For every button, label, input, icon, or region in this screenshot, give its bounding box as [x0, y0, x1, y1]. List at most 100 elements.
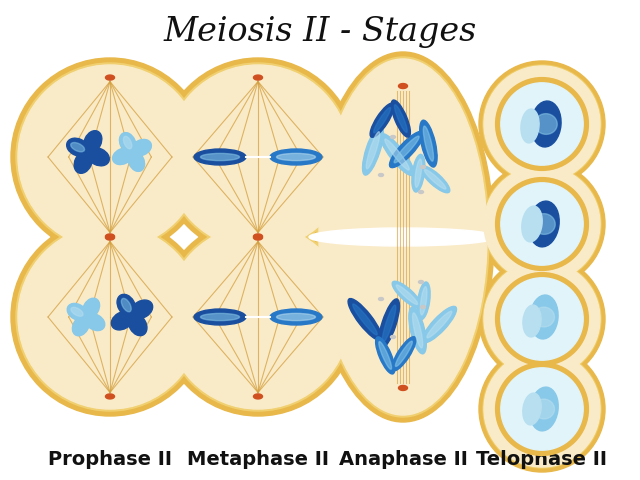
Ellipse shape	[379, 342, 392, 370]
Ellipse shape	[529, 202, 559, 247]
Ellipse shape	[396, 286, 418, 305]
Ellipse shape	[535, 114, 557, 135]
Ellipse shape	[200, 154, 239, 161]
Ellipse shape	[483, 261, 601, 378]
Ellipse shape	[534, 399, 554, 419]
Ellipse shape	[159, 59, 357, 256]
Ellipse shape	[417, 282, 430, 320]
Text: Anaphase II: Anaphase II	[339, 450, 467, 468]
Ellipse shape	[106, 236, 115, 240]
Ellipse shape	[124, 144, 140, 161]
Ellipse shape	[67, 139, 88, 157]
Ellipse shape	[319, 60, 487, 415]
Ellipse shape	[390, 336, 396, 339]
Ellipse shape	[390, 132, 424, 168]
Ellipse shape	[495, 363, 588, 456]
Ellipse shape	[484, 67, 600, 182]
Ellipse shape	[166, 226, 350, 409]
Ellipse shape	[85, 314, 105, 331]
Ellipse shape	[317, 58, 489, 417]
Ellipse shape	[129, 314, 147, 336]
Ellipse shape	[391, 101, 410, 138]
Ellipse shape	[501, 368, 583, 450]
Ellipse shape	[70, 143, 84, 153]
Text: Telophase II: Telophase II	[477, 450, 607, 468]
Ellipse shape	[18, 66, 202, 250]
Ellipse shape	[420, 167, 450, 193]
Ellipse shape	[385, 140, 409, 171]
Ellipse shape	[166, 66, 350, 250]
Ellipse shape	[83, 299, 100, 318]
Text: Meiosis II - Stages: Meiosis II - Stages	[163, 16, 477, 48]
Ellipse shape	[253, 76, 262, 81]
Ellipse shape	[353, 304, 377, 335]
Ellipse shape	[521, 110, 539, 144]
Text: Prophase II: Prophase II	[48, 450, 172, 468]
Ellipse shape	[370, 104, 394, 138]
Ellipse shape	[276, 314, 316, 321]
Ellipse shape	[11, 59, 209, 256]
Ellipse shape	[16, 224, 204, 411]
Ellipse shape	[495, 178, 588, 271]
Ellipse shape	[111, 312, 133, 330]
Ellipse shape	[412, 155, 425, 192]
Ellipse shape	[122, 299, 131, 312]
Ellipse shape	[117, 295, 136, 316]
Ellipse shape	[380, 134, 414, 176]
Ellipse shape	[394, 137, 419, 164]
Ellipse shape	[423, 127, 433, 162]
Ellipse shape	[253, 234, 262, 240]
Ellipse shape	[495, 78, 588, 171]
Ellipse shape	[522, 207, 542, 242]
Ellipse shape	[501, 278, 583, 360]
Ellipse shape	[483, 350, 601, 468]
Ellipse shape	[71, 308, 83, 317]
Ellipse shape	[501, 84, 583, 166]
Ellipse shape	[415, 160, 422, 188]
Ellipse shape	[484, 262, 600, 377]
Ellipse shape	[394, 106, 407, 133]
Ellipse shape	[312, 53, 494, 422]
Ellipse shape	[194, 309, 246, 325]
Ellipse shape	[525, 216, 540, 233]
Ellipse shape	[479, 256, 605, 382]
Ellipse shape	[523, 393, 541, 425]
Ellipse shape	[128, 152, 145, 172]
Ellipse shape	[270, 150, 322, 166]
Ellipse shape	[530, 387, 558, 431]
Ellipse shape	[84, 132, 102, 153]
Ellipse shape	[120, 133, 136, 153]
Ellipse shape	[420, 287, 427, 315]
Ellipse shape	[501, 183, 583, 265]
Ellipse shape	[483, 66, 601, 184]
Ellipse shape	[194, 150, 246, 166]
Ellipse shape	[484, 351, 600, 467]
Ellipse shape	[419, 281, 424, 284]
Ellipse shape	[422, 307, 456, 343]
Ellipse shape	[413, 313, 422, 348]
Ellipse shape	[409, 307, 426, 354]
Ellipse shape	[523, 305, 541, 337]
Ellipse shape	[131, 300, 153, 319]
Ellipse shape	[253, 236, 262, 240]
Ellipse shape	[200, 314, 239, 321]
Ellipse shape	[420, 306, 426, 309]
Ellipse shape	[18, 226, 202, 409]
Ellipse shape	[16, 64, 204, 252]
Ellipse shape	[427, 312, 452, 338]
Ellipse shape	[483, 166, 601, 283]
Ellipse shape	[378, 298, 383, 301]
Ellipse shape	[270, 309, 322, 325]
Ellipse shape	[164, 64, 352, 252]
Ellipse shape	[379, 300, 399, 349]
Ellipse shape	[396, 341, 412, 367]
Ellipse shape	[376, 337, 395, 374]
Ellipse shape	[419, 191, 424, 194]
Ellipse shape	[532, 214, 556, 235]
Ellipse shape	[392, 282, 422, 309]
Ellipse shape	[382, 305, 396, 343]
Ellipse shape	[106, 76, 115, 81]
Ellipse shape	[159, 218, 357, 416]
Ellipse shape	[74, 152, 92, 174]
Ellipse shape	[420, 121, 437, 168]
